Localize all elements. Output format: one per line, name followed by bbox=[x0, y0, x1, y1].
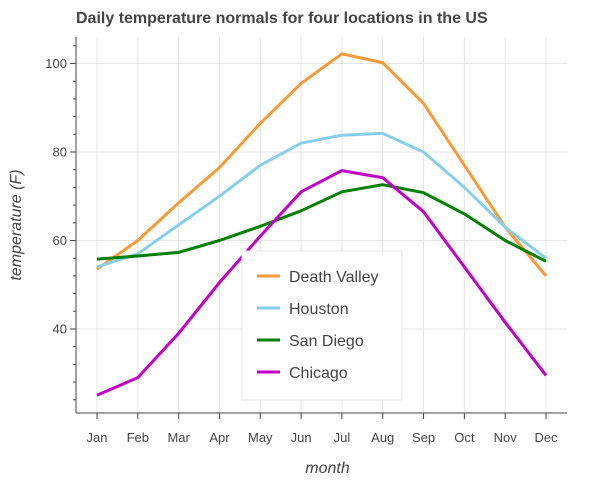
series-line-san-diego bbox=[96, 183, 547, 263]
legend-label: San Diego bbox=[289, 333, 364, 350]
x-tick-label: Nov bbox=[494, 430, 518, 445]
series-line-chicago bbox=[96, 169, 548, 397]
x-tick-label: Jan bbox=[87, 430, 108, 445]
x-tick-label: Oct bbox=[454, 430, 475, 445]
x-tick-label: Sep bbox=[412, 430, 435, 445]
series-line-houston bbox=[96, 131, 547, 269]
series-lines bbox=[96, 52, 548, 397]
x-tick-label: May bbox=[248, 430, 273, 445]
x-tick-label: Aug bbox=[371, 430, 394, 445]
x-axis-title: month bbox=[305, 460, 350, 477]
y-tick-label: 60 bbox=[53, 233, 67, 248]
y-axis-title: temperature (F) bbox=[8, 169, 25, 280]
legend: Death Valley Houston San Diego Chicago bbox=[241, 250, 403, 401]
y-tick-label: 40 bbox=[53, 321, 67, 336]
x-tick-label: Apr bbox=[209, 430, 230, 445]
legend-label: Death Valley bbox=[289, 269, 379, 286]
x-tick-label: Feb bbox=[127, 430, 149, 445]
chart-title: Daily temperature normals for four locat… bbox=[76, 10, 488, 27]
legend-label: Houston bbox=[289, 301, 349, 318]
x-tick-label: Jun bbox=[291, 430, 312, 445]
x-tick-label: Dec bbox=[534, 430, 558, 445]
legend-label: Chicago bbox=[289, 365, 348, 382]
y-tick-label: 100 bbox=[45, 56, 67, 71]
series-line-death-valley bbox=[96, 52, 548, 277]
x-tick-label: Jul bbox=[334, 430, 351, 445]
x-tick-label: Mar bbox=[167, 430, 190, 445]
grid-lines bbox=[76, 37, 567, 413]
y-tick-label: 80 bbox=[53, 145, 67, 160]
axes: 40 60 80 100 Jan Feb Mar Apr May Jun Jul Aug Sep Oct N… bbox=[45, 37, 567, 445]
